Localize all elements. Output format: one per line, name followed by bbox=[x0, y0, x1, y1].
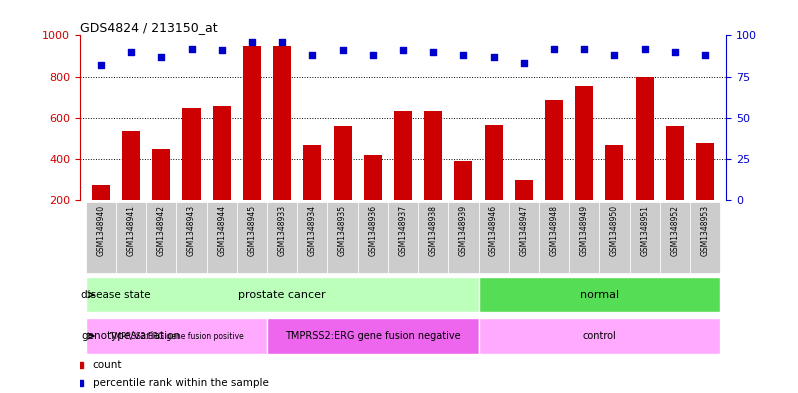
Text: disease state: disease state bbox=[81, 290, 151, 300]
Bar bbox=[364, 155, 382, 242]
Bar bbox=[479, 277, 720, 312]
Point bbox=[608, 52, 621, 58]
Bar bbox=[334, 126, 352, 242]
Point bbox=[276, 39, 289, 45]
Point bbox=[336, 47, 349, 53]
Bar bbox=[515, 180, 533, 242]
Text: count: count bbox=[93, 360, 122, 371]
Point bbox=[638, 46, 651, 52]
Point bbox=[397, 47, 409, 53]
Bar bbox=[418, 202, 448, 273]
Text: GSM1348952: GSM1348952 bbox=[670, 204, 679, 255]
Point bbox=[155, 54, 168, 60]
Text: GSM1348934: GSM1348934 bbox=[308, 204, 317, 255]
Bar bbox=[92, 185, 110, 242]
Text: genotype/variation: genotype/variation bbox=[81, 331, 180, 341]
Bar bbox=[86, 202, 116, 273]
Point bbox=[215, 47, 228, 53]
Bar bbox=[539, 202, 569, 273]
Bar bbox=[479, 202, 508, 273]
Bar bbox=[690, 202, 720, 273]
Bar bbox=[86, 277, 479, 312]
Bar bbox=[298, 202, 327, 273]
Text: GSM1348941: GSM1348941 bbox=[127, 204, 136, 255]
Point bbox=[246, 39, 259, 45]
Bar bbox=[213, 105, 231, 242]
Bar bbox=[635, 77, 654, 242]
Point bbox=[699, 52, 712, 58]
Point bbox=[578, 46, 591, 52]
Bar bbox=[394, 111, 412, 242]
Text: GSM1348953: GSM1348953 bbox=[701, 204, 709, 255]
Text: GSM1348937: GSM1348937 bbox=[398, 204, 408, 255]
Bar bbox=[696, 143, 714, 242]
Point bbox=[185, 46, 198, 52]
Bar bbox=[267, 318, 479, 354]
Bar bbox=[243, 46, 261, 242]
Bar bbox=[273, 46, 291, 242]
Bar bbox=[448, 202, 479, 273]
Bar bbox=[183, 108, 200, 242]
Point bbox=[547, 46, 560, 52]
Bar bbox=[146, 202, 176, 273]
Text: GSM1348951: GSM1348951 bbox=[640, 204, 649, 255]
Point bbox=[94, 62, 107, 68]
Bar bbox=[545, 100, 563, 242]
Point bbox=[669, 49, 681, 55]
Text: GDS4824 / 213150_at: GDS4824 / 213150_at bbox=[80, 21, 217, 34]
Text: GSM1348933: GSM1348933 bbox=[278, 204, 286, 255]
Text: prostate cancer: prostate cancer bbox=[239, 290, 326, 300]
Point bbox=[427, 49, 440, 55]
Bar bbox=[666, 126, 684, 242]
Bar bbox=[569, 202, 599, 273]
Text: GSM1348940: GSM1348940 bbox=[97, 204, 105, 255]
Text: GSM1348948: GSM1348948 bbox=[550, 204, 559, 255]
Text: GSM1348944: GSM1348944 bbox=[217, 204, 227, 255]
Bar bbox=[176, 202, 207, 273]
Text: TMPRSS2:ERG gene fusion positive: TMPRSS2:ERG gene fusion positive bbox=[109, 332, 243, 340]
Text: percentile rank within the sample: percentile rank within the sample bbox=[93, 378, 269, 388]
Point bbox=[457, 52, 470, 58]
Point bbox=[124, 49, 137, 55]
Bar bbox=[575, 86, 593, 242]
Bar bbox=[630, 202, 660, 273]
Bar bbox=[207, 202, 237, 273]
Text: GSM1348935: GSM1348935 bbox=[338, 204, 347, 255]
Bar bbox=[424, 111, 442, 242]
Text: control: control bbox=[583, 331, 616, 341]
Text: GSM1348949: GSM1348949 bbox=[579, 204, 589, 255]
Text: normal: normal bbox=[580, 290, 619, 300]
Text: GSM1348938: GSM1348938 bbox=[429, 204, 437, 255]
Point bbox=[517, 60, 530, 66]
Bar bbox=[86, 318, 267, 354]
Bar bbox=[508, 202, 539, 273]
Bar bbox=[606, 145, 623, 242]
Point bbox=[488, 54, 500, 60]
Text: GSM1348943: GSM1348943 bbox=[187, 204, 196, 255]
Bar bbox=[122, 131, 140, 242]
Text: GSM1348947: GSM1348947 bbox=[519, 204, 528, 255]
Bar bbox=[484, 125, 503, 242]
Bar bbox=[388, 202, 418, 273]
Text: GSM1348946: GSM1348946 bbox=[489, 204, 498, 255]
Bar bbox=[327, 202, 358, 273]
Bar bbox=[660, 202, 690, 273]
Bar bbox=[454, 161, 472, 242]
Point bbox=[366, 52, 379, 58]
Bar bbox=[116, 202, 146, 273]
Bar bbox=[303, 145, 322, 242]
Text: GSM1348939: GSM1348939 bbox=[459, 204, 468, 255]
Bar bbox=[237, 202, 267, 273]
Text: GSM1348942: GSM1348942 bbox=[157, 204, 166, 255]
Bar bbox=[479, 318, 720, 354]
Bar bbox=[152, 149, 171, 242]
Bar bbox=[358, 202, 388, 273]
Point bbox=[306, 52, 318, 58]
Bar bbox=[599, 202, 630, 273]
Text: GSM1348945: GSM1348945 bbox=[247, 204, 256, 255]
Text: GSM1348950: GSM1348950 bbox=[610, 204, 619, 255]
Text: GSM1348936: GSM1348936 bbox=[369, 204, 377, 255]
Bar bbox=[267, 202, 298, 273]
Text: TMPRSS2:ERG gene fusion negative: TMPRSS2:ERG gene fusion negative bbox=[285, 331, 460, 341]
